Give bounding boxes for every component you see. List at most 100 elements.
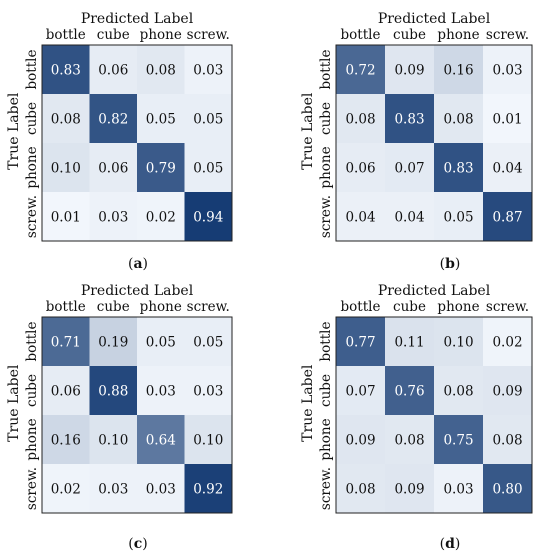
column-tick-label: phone (437, 27, 479, 43)
cell-value-label: 0.10 (443, 335, 473, 351)
heatmap-cell (483, 45, 532, 94)
heatmap-cell (434, 366, 483, 415)
cell-value-label: 0.08 (345, 482, 375, 498)
heatmap-cell (483, 143, 532, 192)
heatmap-cell (483, 192, 532, 241)
heatmap-cell (483, 464, 532, 513)
cell-value-label: 0.01 (51, 210, 81, 226)
cell-value-label: 0.76 (394, 384, 424, 400)
heatmap-cell (336, 464, 385, 513)
cell-value-label: 0.05 (146, 112, 176, 128)
matrix-frame (41, 44, 233, 242)
cell-value-label: 0.05 (443, 210, 473, 226)
cell-value-label: 0.11 (394, 335, 424, 351)
heatmap-cell (385, 415, 434, 464)
y-axis-title: True Label (300, 92, 316, 170)
heatmap-cell (89, 94, 137, 143)
column-tick-label: screw. (187, 27, 230, 43)
cell-value-label: 0.04 (492, 161, 522, 177)
cell-value-label: 0.09 (394, 482, 424, 498)
x-axis-title: Predicted Label (378, 283, 491, 299)
x-axis-title: Predicted Label (81, 283, 194, 299)
heatmap-cell (42, 143, 90, 192)
heatmap-cell (483, 317, 532, 366)
heatmap-cell (336, 143, 385, 192)
cell-value-label: 0.06 (98, 63, 128, 79)
cell-value-label: 0.77 (345, 335, 375, 351)
heatmap-cell (137, 45, 185, 94)
heatmap-cell (42, 94, 90, 143)
y-axis-title: True Label (300, 364, 316, 442)
heatmap-cell (336, 415, 385, 464)
heatmap-cell (483, 366, 532, 415)
row-tick-label: bottle (24, 50, 40, 90)
cell-value-label: 0.03 (146, 482, 176, 498)
x-axis-title: Predicted Label (378, 11, 491, 27)
heatmap-cell (89, 192, 137, 241)
cell-value-label: 0.06 (345, 161, 375, 177)
heatmap-cell (42, 415, 90, 464)
column-tick-label: screw. (486, 27, 529, 43)
matrix-frame (335, 316, 533, 514)
cell-value-label: 0.07 (394, 161, 424, 177)
cell-value-label: 0.83 (51, 63, 81, 79)
row-tick-label: phone (318, 418, 334, 460)
cell-value-label: 0.80 (492, 482, 522, 498)
heatmap-cell (137, 317, 185, 366)
cell-value-label: 0.82 (98, 112, 128, 128)
cell-value-label: 0.92 (193, 482, 223, 498)
heatmap-cell (89, 464, 137, 513)
heatmap-cell (89, 415, 137, 464)
row-tick-label: screw. (24, 467, 40, 510)
column-tick-label: bottle (46, 27, 86, 43)
column-tick-label: phone (140, 299, 182, 315)
cell-value-label: 0.10 (98, 433, 128, 449)
matrix-frame (41, 316, 233, 514)
row-tick-label: cube (24, 102, 40, 135)
heatmap-cell (89, 45, 137, 94)
heatmap-cell (385, 366, 434, 415)
row-tick-label: bottle (318, 50, 334, 90)
heatmap-cell (336, 94, 385, 143)
cell-value-label: 0.05 (193, 112, 223, 128)
cell-value-label: 0.05 (146, 335, 176, 351)
row-tick-label: cube (318, 102, 334, 135)
heatmap-cell (137, 143, 185, 192)
panel-caption: (d) (440, 536, 461, 552)
heatmap-cell (42, 366, 90, 415)
heatmap-cell (137, 415, 185, 464)
cell-value-label: 0.08 (492, 433, 522, 449)
heatmap-cell (89, 317, 137, 366)
cell-value-label: 0.03 (98, 482, 128, 498)
heatmap-cell (184, 366, 232, 415)
column-tick-label: cube (393, 299, 426, 315)
heatmap-cell (336, 192, 385, 241)
confusion-matrix-3: 0.71 0.19 0.05 0.05 0.06 0.88 0.03 0.03 0.16 0.10… (6, 283, 233, 552)
heatmap-cell (137, 464, 185, 513)
column-tick-label: bottle (341, 299, 381, 315)
heatmap-cell (89, 143, 137, 192)
row-tick-label: cube (318, 374, 334, 407)
row-tick-label: bottle (318, 322, 334, 362)
cell-value-label: 0.64 (146, 433, 176, 449)
heatmap-cell (184, 94, 232, 143)
heatmap-cell (434, 464, 483, 513)
cell-value-label: 0.75 (443, 433, 473, 449)
cell-value-label: 0.08 (146, 63, 176, 79)
heatmap-cell (434, 317, 483, 366)
column-tick-label: cube (393, 27, 426, 43)
cell-value-label: 0.04 (345, 210, 375, 226)
cell-value-label: 0.06 (51, 384, 81, 400)
cell-value-label: 0.03 (98, 210, 128, 226)
cell-value-label: 0.87 (492, 210, 522, 226)
cell-value-label: 0.16 (443, 63, 473, 79)
heatmap-cell (385, 45, 434, 94)
heatmap-cell (434, 415, 483, 464)
cell-value-label: 0.83 (394, 112, 424, 128)
heatmap-cell (434, 94, 483, 143)
cell-value-label: 0.04 (394, 210, 424, 226)
heatmap-cell (42, 192, 90, 241)
cell-value-label: 0.08 (345, 112, 375, 128)
heatmap-cell (42, 464, 90, 513)
